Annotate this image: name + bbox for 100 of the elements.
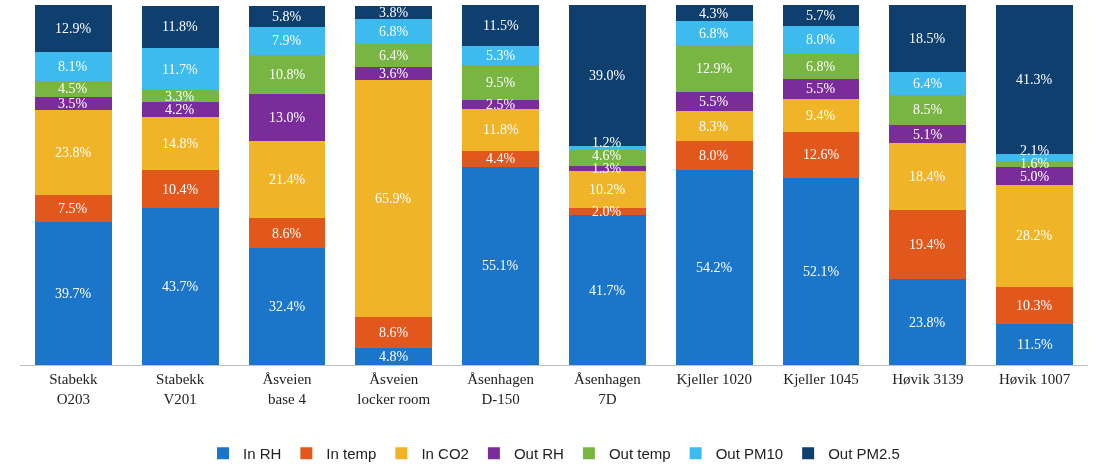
bar [782,5,860,26]
data-label: 3.3% [165,89,195,104]
bar [675,5,753,21]
data-label: 4.5% [58,81,88,96]
data-label: 13.0% [269,110,306,125]
bar [568,215,646,365]
x-tick-label: Åsveien locker room [357,371,431,407]
x-tick-label: Høvik 1007 [998,371,1071,387]
bar [462,166,540,365]
bar [782,132,860,178]
bar [996,286,1074,324]
bar [355,79,433,317]
data-label: 10.2% [589,182,626,197]
data-label: 6.8% [806,59,836,74]
bar [996,185,1074,287]
bar [889,94,967,126]
data-label: 10.3% [1016,298,1053,313]
bar [34,51,112,81]
data-label: 55.1% [482,258,519,273]
data-label: 1.2% [592,135,622,150]
bar [782,98,860,133]
legend-label: In temp [326,445,377,463]
data-label: 9.4% [806,108,836,123]
bar [889,279,967,365]
data-label: 5.5% [806,81,836,96]
bar [141,5,219,49]
bar [355,19,433,44]
bar [996,5,1074,154]
data-label: 3.5% [58,96,88,111]
bar [675,111,753,142]
data-label: 5.3% [486,48,516,63]
bar [248,248,326,365]
data-label: 23.8% [909,315,946,330]
bar [141,207,219,365]
data-label: 41.3% [1016,72,1053,87]
bar [141,170,219,208]
data-label: 12.9% [55,21,92,36]
data-label: 65.9% [375,191,412,206]
bar [889,209,967,280]
data-label: 6.4% [913,76,943,91]
data-label: 52.1% [803,264,840,279]
data-label: 8.3% [699,119,729,134]
data-label: 5.0% [1020,169,1050,184]
data-label: 6.8% [699,26,729,41]
bar [889,143,967,210]
legend-label: Out temp [608,445,671,463]
data-label: 11.5% [1017,337,1053,352]
bar [889,5,967,72]
data-label: 12.6% [803,147,840,162]
bar [462,108,540,152]
data-label: 10.4% [162,182,199,197]
bar [462,65,540,100]
data-label: 11.8% [483,122,519,137]
x-tick-label: Kjeller 1045 [783,371,859,387]
x-tick-label: Høvik 3139 [892,371,964,387]
bar [462,5,540,47]
data-label: 7.5% [58,201,88,216]
data-label: 23.8% [55,145,92,160]
data-label: 4.4% [486,151,516,166]
bar [889,71,967,95]
data-label: 4.6% [592,148,622,163]
legend-label: Out RH [513,445,564,463]
legend-label: In RH [243,445,282,463]
bar [34,222,112,365]
bar [675,141,753,171]
bar [248,26,326,55]
bar [248,93,326,141]
data-label: 32.4% [269,299,306,314]
data-label: 5.1% [913,127,943,142]
x-tick-label: Kjeller 1020 [676,371,752,387]
data-label: 2.1% [1020,143,1050,158]
data-label: 21.4% [269,172,306,187]
data-label: 19.4% [909,237,946,252]
bar [34,109,112,196]
bar [141,117,219,171]
data-label: 11.8% [162,19,198,34]
bar [568,5,646,146]
data-label: 18.4% [909,169,946,184]
bar [996,323,1074,365]
data-label: 5.5% [699,94,729,109]
data-label: 39.0% [589,68,626,83]
x-tick-label: Åsenhagen D-150 [467,371,535,407]
data-label: 8.0% [699,148,729,163]
data-label: 8.1% [58,59,88,74]
data-label: 8.6% [272,226,302,241]
bar [141,48,219,91]
data-label: 28.2% [1016,228,1053,243]
data-label: 6.8% [379,24,409,39]
bar [675,45,753,92]
data-label: 11.5% [483,18,519,33]
data-label: 9.5% [486,75,516,90]
bar [675,170,753,365]
data-label: 8.5% [913,102,943,117]
data-label: 3.6% [379,66,409,81]
data-label: 54.2% [696,260,733,275]
x-tick-label: Åsenhagen 7D [574,371,642,407]
data-label: 14.8% [162,136,199,151]
data-label: 3.8% [379,5,409,20]
x-tick-label: Stabekk V201 [156,371,205,407]
legend-label: In CO2 [421,445,469,463]
